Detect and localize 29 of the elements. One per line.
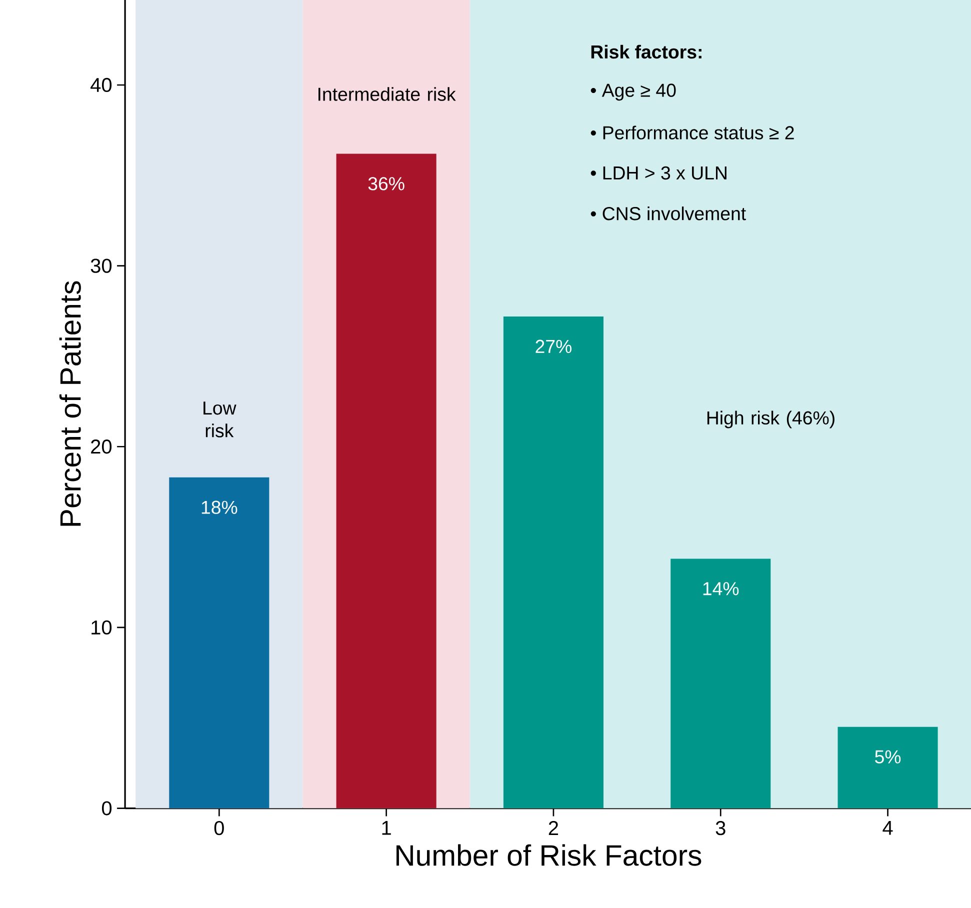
x-tick-label: 0	[214, 820, 224, 835]
band-label: High risk (46%)	[707, 410, 834, 428]
y-tick-label: 30	[90, 258, 112, 273]
x-tick-label: 1	[382, 820, 391, 835]
annotation: • Age ≥ 40	[590, 84, 676, 100]
data-label: 36%	[368, 176, 404, 190]
y-tick-label: 40	[90, 78, 112, 92]
bar	[838, 726, 938, 808]
bar	[503, 316, 604, 808]
y-tick-label: 0	[102, 801, 112, 816]
data-label: 18%	[202, 500, 238, 514]
annotation: • LDH > 3 x ULN	[590, 166, 726, 180]
band-label: Low risk	[204, 402, 236, 438]
y-tick-label: 20	[91, 439, 112, 454]
data-label: 5%	[875, 750, 901, 764]
data-label: 27%	[536, 340, 572, 353]
bar	[670, 558, 771, 808]
bar	[169, 477, 270, 808]
band-label: Intermediate risk	[318, 87, 456, 101]
x-tick-label: 2	[548, 820, 558, 835]
data-label: 14%	[703, 582, 739, 596]
annotation: Risk factors:	[591, 44, 702, 58]
y-tick-label: 10	[92, 620, 112, 634]
x-tick-label: 4	[882, 820, 893, 835]
x-axis-title: Number of Risk Factors	[396, 844, 702, 866]
y-axis-title: Percent of Patients	[59, 281, 81, 526]
x-tick-label: 3	[716, 820, 726, 835]
annotation: • Performance status ≥ 2	[590, 126, 794, 140]
annotation: • CNS involvement	[590, 206, 746, 220]
